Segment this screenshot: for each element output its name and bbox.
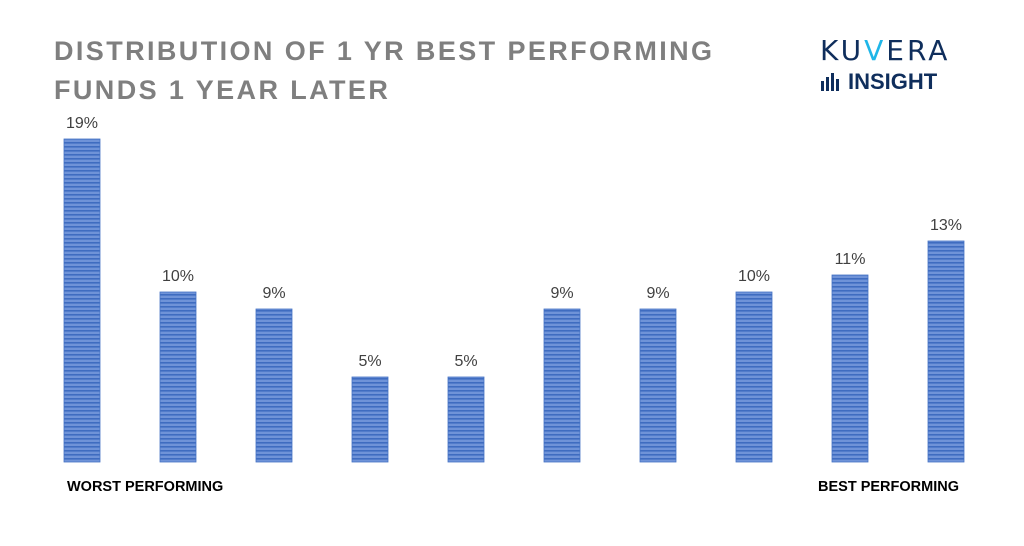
best-performing-label: BEST PERFORMING bbox=[818, 479, 959, 495]
bar-value-label-10: 13% bbox=[930, 217, 962, 234]
bar-value-label-7: 9% bbox=[646, 285, 669, 302]
bar-9 bbox=[831, 274, 869, 463]
brand-name: KUVERA bbox=[820, 34, 951, 67]
bar-value-label-4: 5% bbox=[358, 353, 381, 370]
brand-subtitle-text: INSIGHT bbox=[848, 69, 938, 94]
bar-value-label-3: 9% bbox=[262, 285, 285, 302]
chart-title-line-2: FUNDS 1 YEAR LATER bbox=[54, 75, 391, 105]
bar-1 bbox=[63, 138, 101, 463]
bar-chart-icon bbox=[821, 73, 839, 91]
bar-value-label-9: 11% bbox=[835, 251, 866, 268]
bar-10 bbox=[927, 240, 965, 463]
chart-title: DISTRIBUTION OF 1 YR BEST PERFORMING FUN… bbox=[54, 32, 754, 110]
bar-value-label-5: 5% bbox=[454, 353, 477, 370]
bar-value-label-6: 9% bbox=[550, 285, 573, 302]
bar-2 bbox=[159, 291, 197, 463]
bar-value-label-2: 10% bbox=[162, 268, 194, 285]
worst-performing-label: WORST PERFORMING bbox=[67, 479, 224, 495]
brand-subtitle: INSIGHT bbox=[820, 70, 970, 94]
bar-value-label-1: 19% bbox=[66, 115, 98, 132]
bar-6 bbox=[543, 308, 581, 463]
chart-title-line-1: DISTRIBUTION OF 1 YR BEST PERFORMING bbox=[54, 36, 715, 66]
bar-8 bbox=[735, 291, 773, 463]
bar-5 bbox=[447, 376, 485, 463]
bar-value-label-8: 10% bbox=[738, 268, 770, 285]
bar-3 bbox=[255, 308, 293, 463]
bar-7 bbox=[639, 308, 677, 463]
bar-4 bbox=[351, 376, 389, 463]
kuvera-insight-logo: KUVERA INSIGHT bbox=[820, 36, 970, 94]
